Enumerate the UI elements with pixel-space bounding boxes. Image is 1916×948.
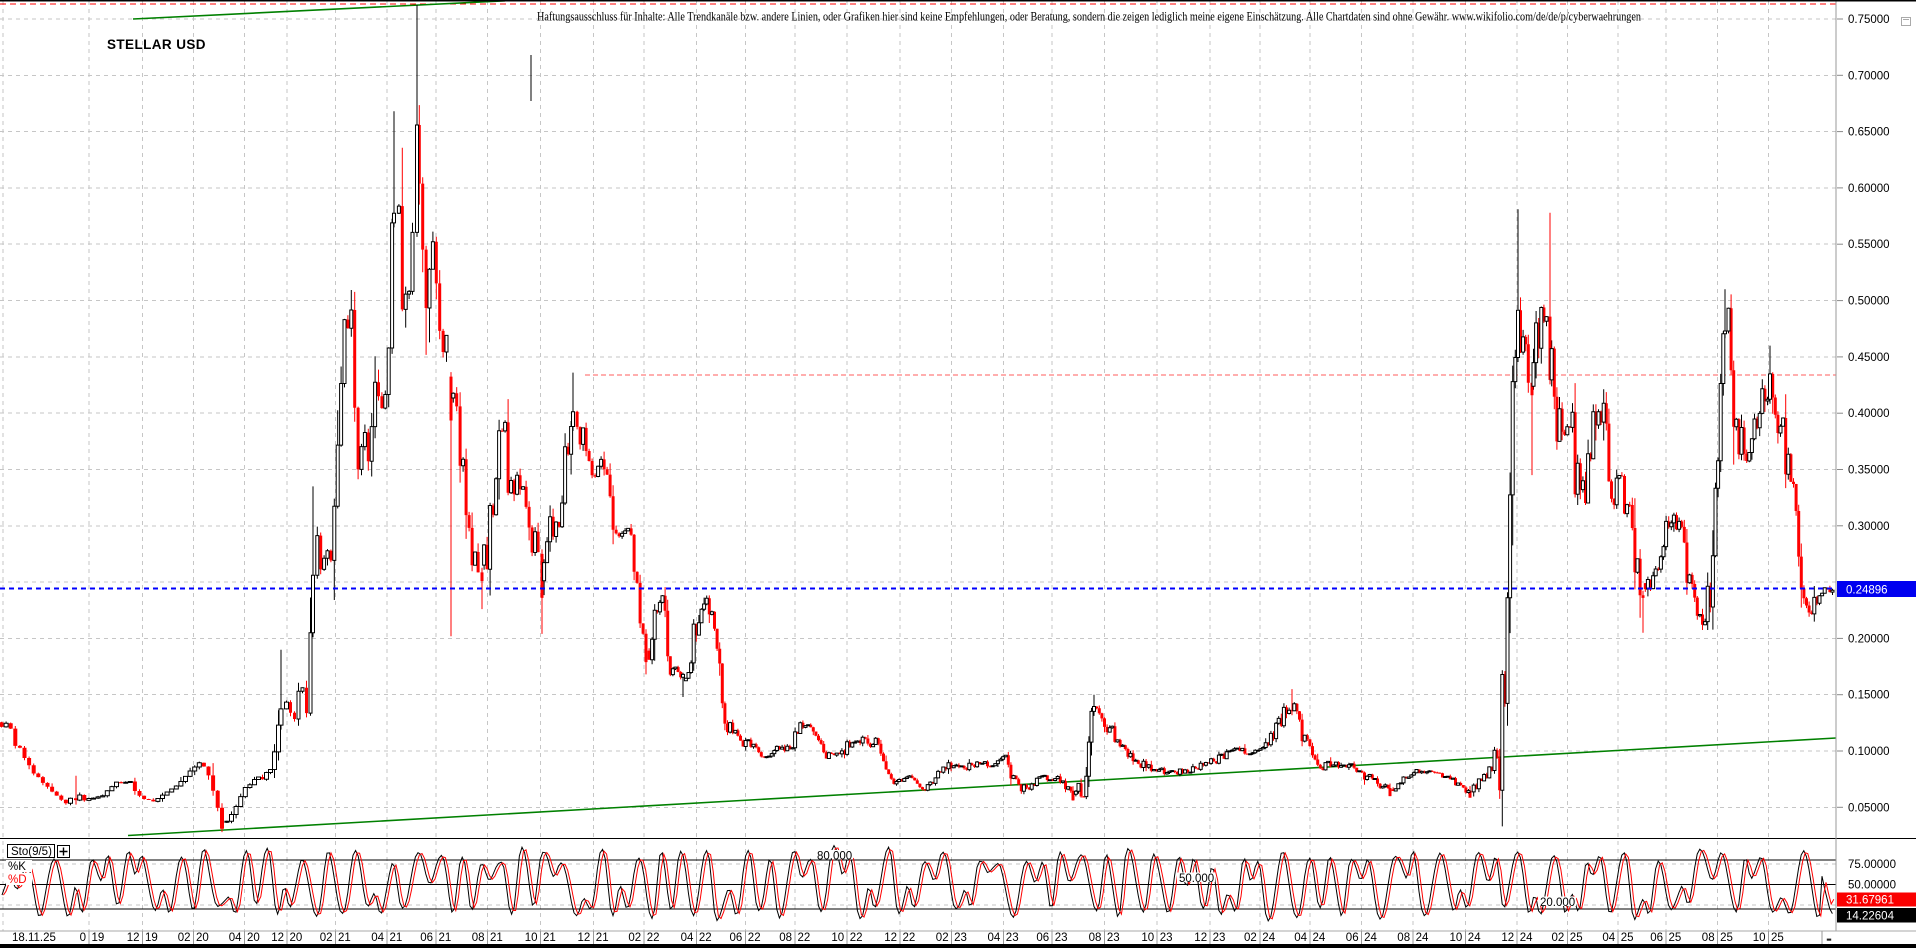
svg-text:04: 04 (371, 932, 384, 944)
svg-text:21: 21 (490, 932, 503, 944)
svg-text:24: 24 (1520, 932, 1533, 944)
svg-text:10: 10 (1141, 932, 1154, 944)
svg-text:23: 23 (1107, 932, 1120, 944)
svg-text:21: 21 (338, 932, 351, 944)
svg-text:24: 24 (1416, 932, 1429, 944)
svg-text:04: 04 (681, 932, 694, 944)
svg-text:06: 06 (1036, 932, 1049, 944)
svg-text:31.67961: 31.67961 (1846, 895, 1894, 907)
svg-text:12: 12 (884, 932, 897, 944)
svg-text:20: 20 (247, 932, 260, 944)
svg-text:Sto(9/5): Sto(9/5) (11, 846, 52, 858)
svg-text:04: 04 (1602, 932, 1615, 944)
svg-text:22: 22 (798, 932, 811, 944)
svg-text:75.00000: 75.00000 (1848, 859, 1896, 871)
svg-text:50.00000: 50.00000 (1848, 879, 1896, 891)
svg-text:06: 06 (420, 932, 433, 944)
svg-text:0.65000: 0.65000 (1848, 127, 1890, 139)
svg-text:21: 21 (596, 932, 609, 944)
svg-text:02: 02 (628, 932, 641, 944)
svg-text:STELLAR USD: STELLAR USD (107, 37, 206, 52)
svg-text:0.40000: 0.40000 (1848, 408, 1890, 420)
svg-text:12: 12 (1501, 932, 1514, 944)
svg-text:%D: %D (8, 874, 27, 886)
svg-text:02: 02 (936, 932, 949, 944)
svg-text:0.20000: 0.20000 (1848, 633, 1890, 645)
svg-text:%K: %K (8, 861, 26, 873)
svg-text:24: 24 (1313, 932, 1326, 944)
svg-text:80.000: 80.000 (817, 851, 852, 863)
svg-text:0.55000: 0.55000 (1848, 239, 1890, 251)
svg-text:24: 24 (1468, 932, 1481, 944)
svg-text:20: 20 (290, 932, 303, 944)
svg-text:04: 04 (1294, 932, 1307, 944)
svg-text:08: 08 (1702, 932, 1715, 944)
svg-text:0: 0 (80, 932, 86, 944)
svg-text:0.24896: 0.24896 (1846, 585, 1888, 597)
svg-text:22: 22 (903, 932, 916, 944)
svg-text:0.60000: 0.60000 (1848, 183, 1890, 195)
svg-text:02: 02 (178, 932, 191, 944)
svg-text:0.70000: 0.70000 (1848, 70, 1890, 82)
svg-text:14.22604: 14.22604 (1846, 911, 1895, 923)
svg-text:22: 22 (647, 932, 660, 944)
svg-text:06: 06 (730, 932, 743, 944)
svg-text:50.000: 50.000 (1179, 873, 1214, 885)
svg-text:19: 19 (145, 932, 158, 944)
svg-text:18.11.25: 18.11.25 (12, 932, 56, 944)
svg-text:02: 02 (1244, 932, 1257, 944)
svg-text:10: 10 (1753, 932, 1766, 944)
svg-text:22: 22 (850, 932, 863, 944)
svg-text:08: 08 (472, 932, 485, 944)
svg-text:0.75000: 0.75000 (1848, 14, 1890, 26)
svg-text:23: 23 (954, 932, 967, 944)
svg-text:10: 10 (831, 932, 844, 944)
svg-text:Haftungsausschluss für Inhalte: Haftungsausschluss für Inhalte: Alle Tre… (537, 10, 1641, 24)
svg-text:02: 02 (320, 932, 333, 944)
svg-text:06: 06 (1346, 932, 1359, 944)
svg-text:04: 04 (988, 932, 1001, 944)
svg-text:0.45000: 0.45000 (1848, 352, 1890, 364)
svg-text:12: 12 (127, 932, 140, 944)
svg-text:24: 24 (1262, 932, 1275, 944)
svg-text:25: 25 (1669, 932, 1682, 944)
svg-text:21: 21 (390, 932, 403, 944)
svg-text:23: 23 (1213, 932, 1226, 944)
svg-text:10: 10 (525, 932, 538, 944)
svg-text:04: 04 (229, 932, 242, 944)
svg-text:0.15000: 0.15000 (1848, 690, 1890, 702)
svg-text:25: 25 (1771, 932, 1784, 944)
svg-text:12: 12 (1194, 932, 1207, 944)
svg-text:19: 19 (92, 932, 105, 944)
svg-text:23: 23 (1160, 932, 1173, 944)
svg-text:23: 23 (1006, 932, 1019, 944)
svg-text:0.10000: 0.10000 (1848, 746, 1890, 758)
svg-text:0.35000: 0.35000 (1848, 465, 1890, 477)
svg-text:10: 10 (1450, 932, 1463, 944)
svg-text:21: 21 (543, 932, 556, 944)
svg-text:08: 08 (1089, 932, 1102, 944)
svg-text:20: 20 (196, 932, 209, 944)
svg-text:22: 22 (699, 932, 712, 944)
svg-text:22: 22 (748, 932, 761, 944)
svg-text:12: 12 (271, 932, 284, 944)
svg-text:08: 08 (779, 932, 792, 944)
svg-text:25: 25 (1621, 932, 1634, 944)
svg-text:23: 23 (1055, 932, 1068, 944)
svg-text:0.30000: 0.30000 (1848, 521, 1890, 533)
svg-text:25: 25 (1720, 932, 1733, 944)
svg-text:06: 06 (1650, 932, 1663, 944)
svg-text:24: 24 (1364, 932, 1377, 944)
svg-text:21: 21 (439, 932, 452, 944)
svg-text:25: 25 (1570, 932, 1583, 944)
svg-text:0.05000: 0.05000 (1848, 802, 1890, 814)
svg-text:20.000: 20.000 (1540, 897, 1575, 909)
svg-text:08: 08 (1397, 932, 1410, 944)
svg-text:02: 02 (1552, 932, 1565, 944)
svg-text:0.50000: 0.50000 (1848, 296, 1890, 308)
svg-text:12: 12 (578, 932, 591, 944)
